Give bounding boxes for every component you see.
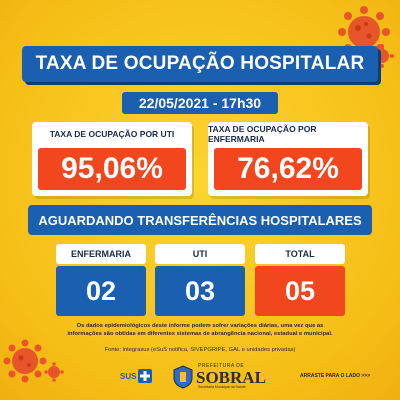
sus-logo: SUS: [120, 368, 160, 384]
transfers-uti-label: UTI: [155, 244, 245, 264]
transfers-total-label: TOTAL: [255, 244, 345, 264]
page-title: TAXA DE OCUPAÇÃO HOSPITALAR: [35, 53, 365, 74]
uti-occupancy-label: TAXA DE OCUPAÇÃO POR UTI: [49, 129, 175, 139]
transfers-heading-banner: AGUARDANDO TRANSFERÊNCIAS HOSPITALARES: [28, 205, 372, 235]
enfermaria-occupancy-label: TAXA DE OCUPAÇÃO POR ENFERMARIA: [208, 124, 317, 144]
virus-icon-bottom-left: [3, 339, 47, 383]
disclaimer-line-1: Os dados epidemiológicos deste informe p…: [76, 323, 324, 329]
secretaria-text: Secretaria Municipal da Saúde: [198, 385, 246, 389]
title-banner: TAXA DE OCUPAÇÃO HOSPITALAR: [22, 46, 378, 82]
source-text: Fonte: integrasus (eSuS notifica, SIVEPG…: [104, 347, 296, 353]
uti-occupancy-panel: TAXA DE OCUPAÇÃO POR UTI 95,06%: [32, 122, 192, 196]
disclaimer-text: Os dados epidemiológicos deste informe p…: [56, 322, 344, 338]
uti-occupancy-value: 95,06%: [38, 148, 186, 190]
transfers-heading: AGUARDANDO TRANSFERÊNCIAS HOSPITALARES: [38, 212, 362, 228]
prefeitura-text: PREFEITURA DE: [198, 363, 245, 369]
date-banner: 22/05/2021 - 17h30: [122, 92, 278, 114]
date-text: 22/05/2021 - 17h30: [138, 95, 262, 111]
enfermaria-occupancy-panel: TAXA DE OCUPAÇÃO POR ENFERMARIA 76,62%: [208, 122, 368, 196]
transfers-enfermaria-value: 02: [56, 266, 146, 316]
sobral-text: SOBRAL: [196, 368, 266, 387]
virus-icon-bottom-left-small: [44, 362, 64, 382]
transfers-uti-value: 03: [155, 266, 245, 316]
disclaimer-line-2: informações são obtidas em diferentes si…: [67, 331, 333, 337]
transfers-enfermaria-label: ENFERMARIA: [56, 244, 146, 264]
sobral-logo: PREFEITURA DE SOBRAL Secretaria Municipa…: [172, 363, 282, 391]
sobral-emblem-icon: [173, 365, 193, 389]
swipe-hint: ARRASTE PARA O LADO >>>: [300, 373, 371, 379]
cross-icon: [138, 369, 153, 383]
transfers-total-value: 05: [255, 266, 345, 316]
sus-logo-text: SUS: [120, 371, 137, 381]
enfermaria-occupancy-value: 76,62%: [214, 148, 362, 190]
